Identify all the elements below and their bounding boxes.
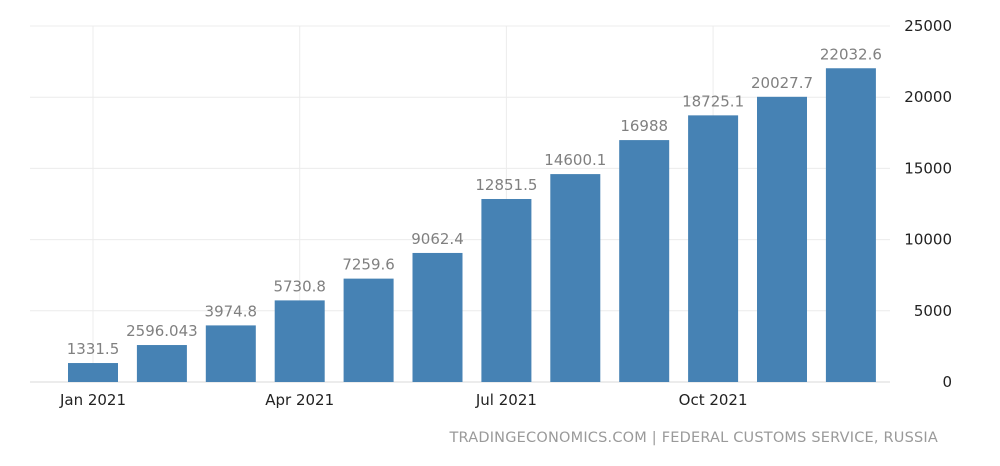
- bars: [68, 68, 876, 383]
- y-tick-label: 10000: [904, 231, 952, 249]
- bar: [481, 198, 532, 382]
- bar: [68, 363, 118, 382]
- x-tick-label: Jul 2021: [475, 391, 537, 409]
- y-tick-label: 5000: [914, 302, 952, 320]
- bar: [619, 140, 670, 382]
- bar: [274, 300, 325, 382]
- bar-value-label: 16988: [620, 117, 668, 135]
- bar-value-label: 1331.5: [67, 340, 120, 358]
- horizontal-gridlines: [30, 25, 890, 383]
- y-tick-label: 20000: [904, 88, 952, 106]
- bar-value-label: 20027.7: [751, 74, 813, 92]
- bar-value-label: 14600.1: [544, 151, 606, 169]
- y-tick-label: 0: [942, 373, 952, 391]
- bar-value-label: 7259.6: [342, 256, 395, 274]
- y-axis-ticks: 0 5000 10000 15000 20000 25000: [904, 17, 952, 391]
- bar-value-label: 22032.6: [820, 45, 882, 63]
- bar: [688, 115, 739, 382]
- bar: [136, 345, 187, 382]
- data-labels: 1331.5 2596.043 3974.8 5730.8 7259.6 9062.4 12…: [67, 45, 882, 358]
- bar-value-label: 2596.043: [126, 322, 198, 340]
- x-tick-label: Apr 2021: [265, 391, 334, 409]
- x-tick-label: Jan 2021: [59, 391, 126, 409]
- bar: [412, 252, 463, 382]
- bar: [343, 278, 394, 382]
- bar: [757, 96, 807, 383]
- bar: [825, 68, 876, 383]
- y-tick-label: 25000: [904, 17, 952, 35]
- bar-value-label: 3974.8: [205, 302, 258, 320]
- bar-value-label: 9062.4: [411, 230, 464, 248]
- bar: [205, 325, 256, 382]
- x-tick-label: Oct 2021: [679, 391, 748, 409]
- bar-value-label: 5730.8: [273, 277, 326, 295]
- y-tick-label: 15000: [904, 159, 952, 177]
- bar-value-label: 12851.5: [475, 176, 537, 194]
- x-axis-ticks: Jan 2021 Apr 2021 Jul 2021 Oct 2021: [59, 391, 748, 409]
- bar-value-label: 18725.1: [682, 92, 744, 110]
- bar: [550, 174, 601, 382]
- source-attribution: TRADINGECONOMICS.COM | FEDERAL CUSTOMS S…: [449, 430, 938, 446]
